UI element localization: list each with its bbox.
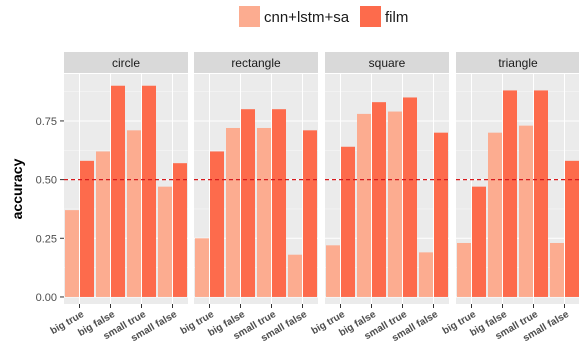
facet-strip xyxy=(194,52,318,73)
legend-swatch xyxy=(360,6,381,27)
bar xyxy=(303,130,317,297)
bar xyxy=(195,238,209,297)
legend-swatch xyxy=(239,6,260,27)
bar xyxy=(372,102,386,297)
bar xyxy=(457,242,471,297)
bar xyxy=(96,151,110,297)
facet-strip-label: triangle xyxy=(498,56,538,70)
bar xyxy=(388,111,402,297)
bar xyxy=(80,160,94,297)
bar xyxy=(519,125,533,297)
bar xyxy=(288,254,302,297)
bar xyxy=(472,186,486,297)
facet-strip xyxy=(64,52,188,73)
legend-label: cnn+lstm+sa xyxy=(264,9,350,26)
bar xyxy=(503,90,517,297)
bar xyxy=(272,109,286,297)
bar xyxy=(65,210,79,297)
bar xyxy=(173,163,187,297)
bar xyxy=(158,186,172,297)
bar xyxy=(210,151,224,297)
facet-strip-label: rectangle xyxy=(231,56,281,70)
bar xyxy=(488,132,502,297)
bar xyxy=(341,146,355,297)
bar xyxy=(111,85,125,297)
y-tick-label: 0.00 xyxy=(36,292,57,304)
bar xyxy=(142,85,156,297)
y-tick-label: 0.25 xyxy=(36,233,57,245)
facet-strip-label: square xyxy=(369,56,406,70)
legend: cnn+lstm+sa film xyxy=(239,6,408,27)
facet-strip-label: circle xyxy=(112,56,140,70)
bar xyxy=(257,127,271,297)
bar xyxy=(326,245,340,297)
bar xyxy=(550,242,564,297)
bar xyxy=(434,132,448,297)
bar xyxy=(419,252,433,297)
y-axis-title: accuracy xyxy=(9,158,25,219)
facet-strip xyxy=(325,52,449,73)
bar xyxy=(403,97,417,297)
bar xyxy=(357,113,371,297)
bar xyxy=(127,130,141,297)
y-tick-label: 0.75 xyxy=(36,116,57,128)
y-tick-label: 0.50 xyxy=(36,175,57,187)
bar xyxy=(241,109,255,297)
bar xyxy=(226,127,240,297)
legend-label: film xyxy=(385,9,408,26)
bar xyxy=(534,90,548,297)
facet-strip xyxy=(456,52,579,73)
bar xyxy=(565,160,579,297)
